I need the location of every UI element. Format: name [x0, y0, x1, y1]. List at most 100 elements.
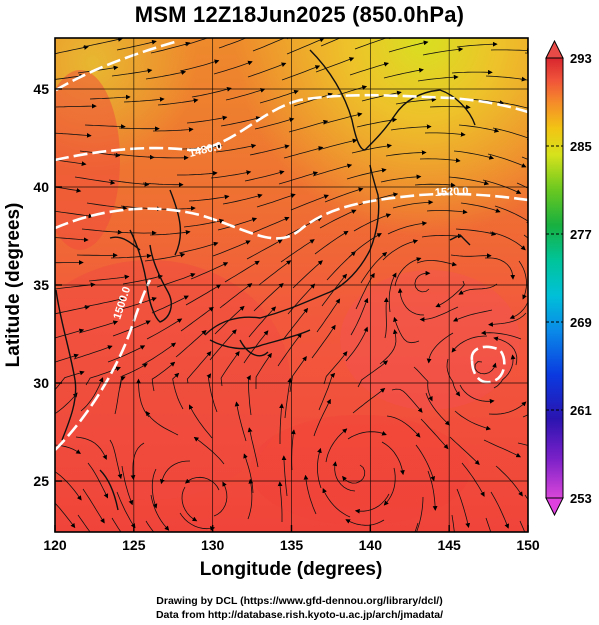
streamline	[474, 361, 497, 375]
streamline	[73, 345, 113, 360]
streamline	[381, 441, 405, 476]
streamline	[317, 138, 358, 151]
streamline	[186, 115, 228, 124]
streamline	[481, 330, 522, 340]
streamline	[220, 116, 261, 127]
colorbar-label-277: 277	[570, 227, 592, 242]
streamline	[488, 312, 527, 327]
streamline	[55, 353, 79, 363]
contour-1520-line	[55, 192, 528, 240]
streamline	[357, 360, 389, 388]
contour-nw-line	[55, 40, 176, 92]
contour-1480-line	[55, 93, 528, 162]
colorbar-top-arrow	[545, 39, 564, 59]
streamline	[482, 179, 522, 194]
streamline	[490, 48, 528, 53]
streamline	[385, 150, 427, 157]
streamline	[212, 240, 251, 257]
streamline	[80, 377, 104, 412]
streamline	[249, 144, 290, 156]
streamline	[397, 288, 425, 316]
streamline	[519, 520, 526, 532]
streamline	[388, 272, 397, 313]
streamline	[210, 170, 252, 179]
streamline	[284, 377, 293, 419]
streamline	[251, 216, 290, 234]
streamline	[417, 74, 459, 82]
streamline	[141, 342, 177, 366]
streamline	[429, 104, 471, 110]
streamline	[122, 274, 163, 285]
streamline	[281, 455, 288, 497]
y-tick-label-25: 25	[33, 473, 49, 489]
streamline	[387, 221, 428, 235]
colorbar: 293 285 277 269 261 253	[545, 39, 592, 517]
streamline	[55, 186, 82, 193]
streamline	[78, 320, 119, 334]
streamline	[190, 262, 229, 280]
streamline	[217, 217, 258, 231]
streamline	[420, 418, 449, 450]
streamline	[346, 168, 387, 180]
streamline	[55, 471, 82, 501]
streamline	[55, 103, 97, 109]
streamline	[82, 488, 105, 524]
streamline	[415, 444, 435, 482]
streamline	[311, 324, 336, 359]
streamline	[414, 182, 456, 188]
streamline	[55, 444, 81, 454]
streamline	[157, 98, 199, 106]
streamline	[314, 230, 349, 255]
streamline	[493, 336, 518, 366]
streamline	[179, 59, 220, 72]
streamline	[55, 502, 76, 529]
streamline	[108, 179, 150, 187]
streamline	[413, 366, 433, 402]
streamline	[55, 305, 90, 315]
streamline	[277, 481, 283, 522]
streamline	[111, 68, 153, 77]
streamline	[142, 182, 184, 188]
x-tick-label-145: 145	[437, 537, 461, 553]
streamline	[288, 119, 329, 133]
streamline	[459, 384, 495, 404]
streamline	[318, 372, 336, 411]
x-tick-label-135: 135	[280, 537, 304, 553]
streamline	[147, 155, 189, 161]
streamline	[485, 517, 492, 532]
colorbar-label-269: 269	[570, 315, 592, 330]
streamline	[383, 67, 424, 79]
streamline	[153, 127, 194, 132]
streamline	[159, 460, 191, 485]
streamline	[427, 470, 438, 511]
x-axis-label: Longitude (degrees)	[200, 559, 383, 580]
streamline	[361, 90, 402, 102]
streamline	[118, 126, 160, 132]
streamline	[243, 453, 254, 494]
y-axis-ticks: 25 30 35 40 45	[33, 81, 62, 489]
streamline	[487, 153, 527, 168]
streamline	[282, 307, 309, 341]
height-contours	[55, 40, 528, 451]
streamline	[247, 62, 287, 78]
streamline	[435, 280, 465, 308]
streamline	[178, 241, 219, 254]
streamline	[416, 260, 457, 267]
streamline	[509, 300, 528, 319]
streamline	[489, 231, 526, 251]
streamline	[234, 401, 247, 442]
x-tick-label-140: 140	[359, 537, 383, 553]
streamline	[386, 415, 421, 438]
streamline	[350, 297, 369, 336]
streamline	[392, 200, 434, 209]
streamline	[393, 316, 420, 344]
x-tick-label-130: 130	[201, 537, 225, 553]
streamline	[186, 351, 212, 384]
streamline	[172, 372, 184, 410]
streamline	[379, 329, 398, 365]
streamline	[277, 332, 302, 367]
streamline	[74, 176, 116, 185]
streamline	[315, 57, 355, 73]
streamline	[151, 361, 176, 392]
streamline	[422, 47, 464, 56]
